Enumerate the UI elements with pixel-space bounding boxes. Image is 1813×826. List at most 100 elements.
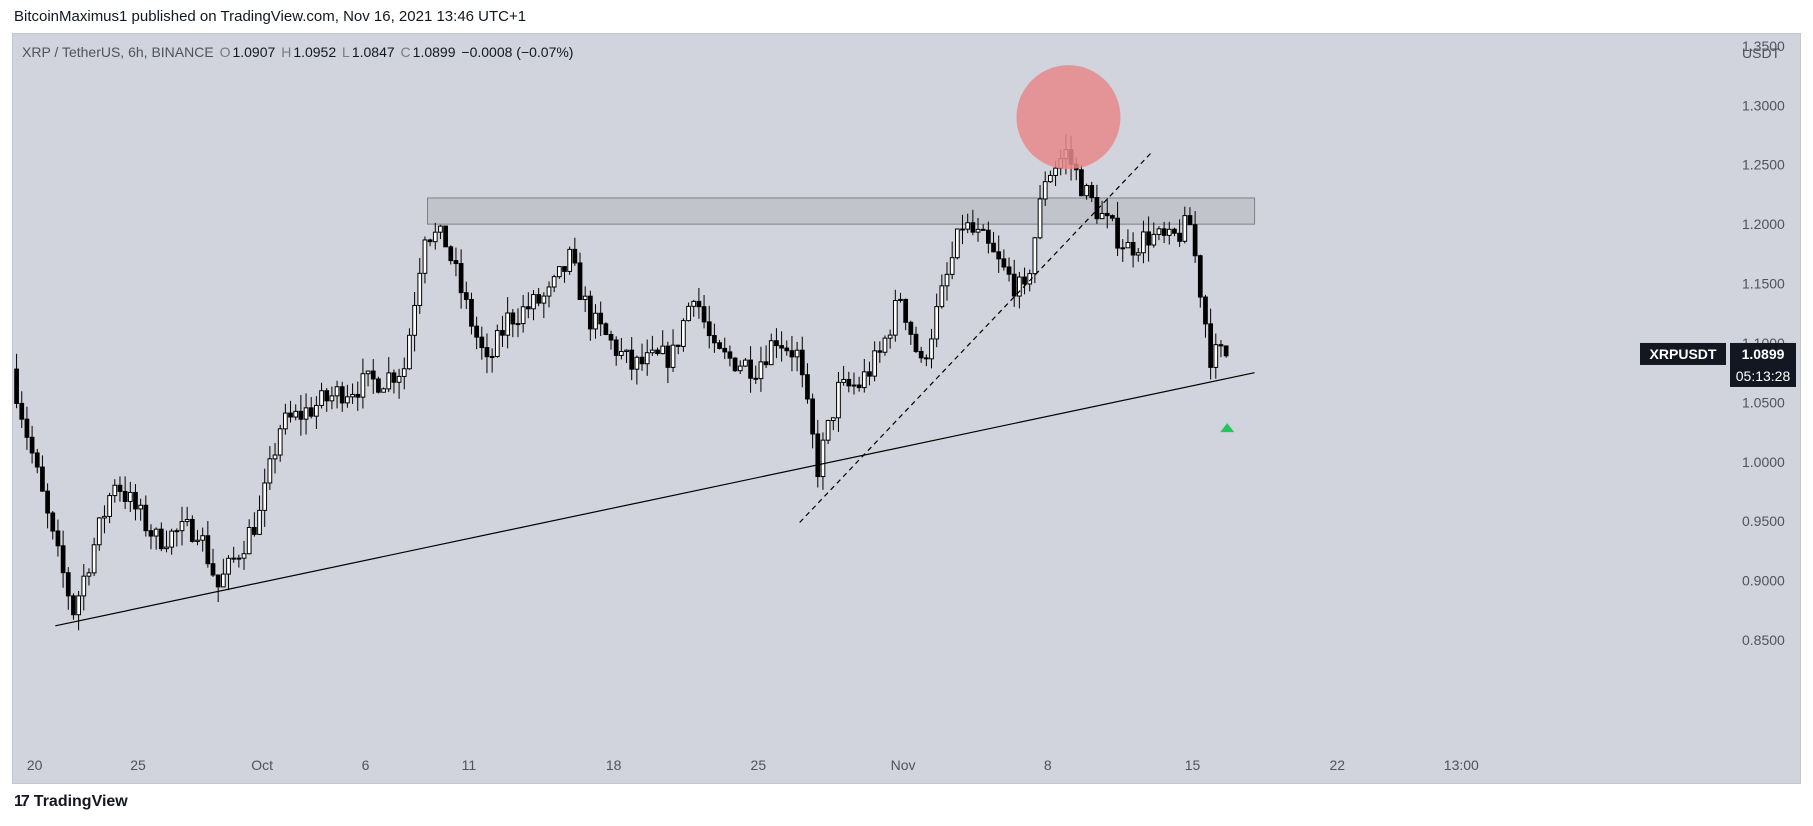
candle-body bbox=[360, 373, 366, 398]
candle bbox=[396, 368, 402, 399]
candle-body bbox=[758, 361, 764, 380]
candle-body bbox=[283, 412, 288, 430]
low-value: 1.0847 bbox=[351, 44, 395, 60]
candle bbox=[1218, 340, 1224, 358]
candle bbox=[1048, 170, 1053, 183]
candle-body bbox=[164, 546, 169, 550]
candle bbox=[593, 304, 598, 339]
candle-body bbox=[24, 418, 30, 438]
candle bbox=[91, 537, 97, 577]
x-tick-label: 20 bbox=[27, 757, 43, 773]
candle bbox=[624, 349, 629, 363]
candle bbox=[1177, 219, 1182, 247]
candle bbox=[567, 246, 573, 275]
x-tick-label: 13:00 bbox=[1444, 757, 1479, 773]
candle-body bbox=[660, 345, 666, 355]
candle-body bbox=[618, 350, 624, 356]
candle bbox=[1099, 200, 1105, 220]
candle bbox=[334, 380, 340, 409]
candle-body bbox=[525, 306, 531, 310]
high-label: H bbox=[281, 44, 292, 60]
candle-body bbox=[184, 518, 190, 523]
candle-body bbox=[1104, 212, 1110, 217]
x-tick-label: 15 bbox=[1185, 757, 1201, 773]
candle-body bbox=[965, 222, 971, 230]
candle-body bbox=[174, 530, 180, 533]
candle bbox=[401, 357, 407, 390]
candle bbox=[257, 495, 262, 535]
candle bbox=[923, 354, 929, 367]
candle-body bbox=[469, 298, 474, 327]
candle bbox=[189, 515, 195, 543]
candle-body bbox=[706, 321, 712, 337]
candle bbox=[1120, 239, 1126, 262]
candle-body bbox=[376, 378, 381, 393]
candle-body bbox=[432, 231, 438, 243]
candle bbox=[701, 295, 707, 329]
candle-body bbox=[189, 518, 195, 542]
candle-body bbox=[1125, 241, 1131, 249]
candle-body bbox=[1037, 198, 1043, 239]
candle bbox=[350, 383, 355, 404]
candle-body bbox=[1032, 237, 1038, 275]
candle bbox=[949, 241, 955, 280]
candle bbox=[14, 353, 19, 409]
candle-body bbox=[1156, 228, 1162, 235]
y-tick-label: 0.8500 bbox=[1742, 632, 1785, 648]
candle bbox=[810, 393, 815, 449]
candle bbox=[712, 323, 717, 353]
candle-body bbox=[1120, 247, 1126, 250]
price-tag-countdown: 05:13:28 bbox=[1736, 368, 1791, 384]
candle bbox=[655, 347, 660, 356]
candle-body bbox=[334, 386, 340, 397]
candle bbox=[737, 360, 743, 375]
candle-body bbox=[531, 294, 536, 310]
candle bbox=[443, 225, 448, 248]
candle-body bbox=[960, 228, 965, 231]
candle-body bbox=[412, 304, 417, 336]
candle bbox=[768, 333, 774, 366]
candle bbox=[1213, 333, 1219, 379]
candle bbox=[283, 403, 288, 435]
candle bbox=[520, 294, 526, 333]
candle-body bbox=[774, 340, 779, 347]
candle bbox=[81, 564, 87, 611]
candle-body bbox=[1115, 217, 1120, 249]
candle bbox=[1208, 308, 1213, 380]
candle bbox=[515, 308, 521, 338]
candle bbox=[546, 281, 552, 308]
candle-body bbox=[257, 509, 262, 535]
candle-body bbox=[851, 384, 857, 387]
candle-body bbox=[1001, 258, 1007, 268]
candle bbox=[453, 247, 459, 277]
candle bbox=[675, 344, 681, 355]
candle bbox=[484, 333, 490, 374]
candle bbox=[381, 387, 386, 393]
candle-body bbox=[541, 295, 547, 304]
candle-body bbox=[753, 377, 759, 380]
candle-body bbox=[577, 262, 583, 301]
y-tick-label: 1.2500 bbox=[1742, 157, 1785, 173]
candle-body bbox=[913, 333, 919, 352]
candle bbox=[531, 290, 536, 321]
candle bbox=[794, 341, 800, 372]
candle bbox=[76, 590, 81, 631]
candle-body bbox=[401, 368, 407, 377]
candle bbox=[463, 281, 469, 309]
candle bbox=[717, 339, 722, 350]
high-value: 1.0952 bbox=[293, 44, 337, 60]
candle-body bbox=[272, 454, 278, 460]
candle bbox=[215, 574, 221, 603]
candle-body bbox=[438, 225, 443, 233]
candle-body bbox=[991, 242, 996, 253]
candle-body bbox=[696, 300, 702, 308]
candle bbox=[913, 326, 919, 354]
candle-body bbox=[1011, 273, 1017, 297]
candle-body bbox=[138, 504, 144, 510]
candle bbox=[784, 340, 790, 356]
candle-body bbox=[76, 595, 81, 616]
candle-body bbox=[102, 515, 107, 519]
candle bbox=[929, 328, 934, 369]
candle-body bbox=[892, 299, 898, 336]
